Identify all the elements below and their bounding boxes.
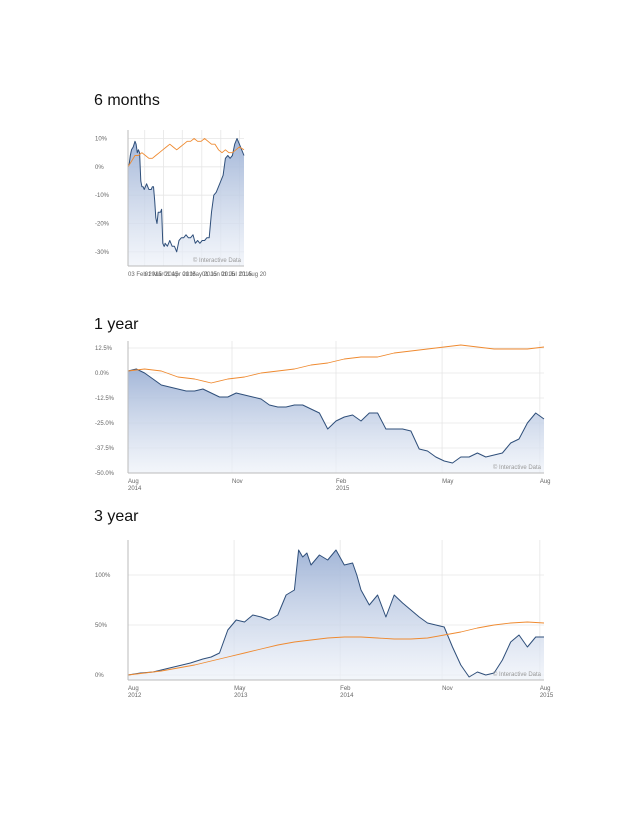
x-tick-label: 01 Mar 2015: [145, 272, 179, 278]
x-tick-label: Aug: [540, 686, 551, 692]
y-tick-label: -50.0%: [95, 471, 115, 477]
x-tick-label: Feb: [340, 686, 351, 692]
x-tick-label: Feb: [336, 479, 347, 485]
fund-series-line: [127, 368, 545, 464]
chart-credit: © Interactive Data: [193, 257, 242, 264]
y-tick-label: -25.0%: [95, 421, 115, 427]
x-tick-label: Nov: [442, 686, 453, 692]
x-tick-label: Nov: [232, 479, 243, 485]
x-tick-label: 01 May 2015: [182, 272, 217, 278]
benchmark-series-line: [127, 138, 245, 168]
x-tick-label: Aug: [540, 479, 551, 485]
x-tick-label: 01 Apr 2015: [163, 272, 196, 278]
y-tick-label: -37.5%: [95, 446, 115, 452]
fund-area: [128, 550, 544, 680]
chart-title-3-year: 3 year: [94, 508, 139, 525]
x-tick-label: Aug: [128, 686, 139, 692]
y-tick-label: 0%: [95, 673, 104, 679]
y-tick-label: 0%: [95, 165, 104, 171]
y-tick-label: 12.5%: [95, 346, 113, 352]
y-tick-label: -10%: [95, 193, 110, 199]
y-tick-label: -12.5%: [95, 396, 115, 402]
fund-area: [128, 138, 244, 266]
chart-credit: © Interactive Data: [493, 464, 542, 471]
x-tick-label: May: [234, 686, 245, 692]
fund-series-line: [127, 138, 245, 253]
x-tick-label: 03 Feb 2015: [128, 272, 162, 278]
chart-title-1-year: 1 year: [94, 316, 139, 333]
x-tick-label: May: [442, 479, 453, 485]
x-tick-label: 01 Aug 20: [239, 272, 267, 278]
y-tick-label: 10%: [95, 137, 108, 143]
y-tick-label: -20%: [95, 222, 110, 228]
x-tick-year-label: 2014: [128, 486, 142, 492]
y-tick-label: 100%: [95, 573, 111, 579]
benchmark-series-line: [127, 344, 545, 384]
x-tick-year-label: 2015: [336, 486, 350, 492]
chart-credit: © Interactive Data: [493, 671, 542, 678]
x-tick-label: 01 Jul 2015: [221, 272, 253, 278]
x-tick-year-label: 2015: [540, 693, 554, 699]
x-tick-year-label: 2013: [234, 693, 248, 699]
y-tick-label: 50%: [95, 623, 108, 629]
y-tick-label: 0.0%: [95, 371, 109, 377]
chart-title-6-months: 6 months: [94, 92, 160, 109]
x-tick-year-label: 2012: [128, 693, 142, 699]
y-tick-label: -30%: [95, 250, 110, 256]
x-tick-label: 01 Jun 2015: [202, 272, 236, 278]
x-tick-label: Aug: [128, 479, 139, 485]
x-tick-year-label: 2014: [340, 693, 354, 699]
benchmark-series-line: [127, 621, 545, 676]
fund-series-line: [127, 549, 544, 678]
chart-1-year: 12.5%0.0%-12.5%-25.0%-37.5%-50.0%Aug2014…: [95, 341, 551, 492]
